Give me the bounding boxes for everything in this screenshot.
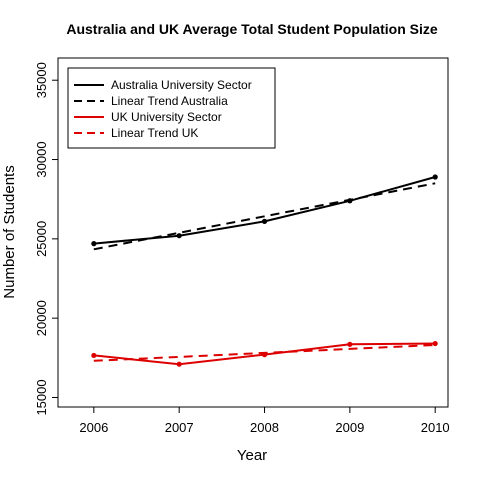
legend-label: Australia University Sector (111, 78, 252, 92)
legend: Australia University Sector Linear Trend … (67, 67, 276, 149)
x-axis-label: Year (237, 447, 267, 464)
legend-label: Linear Trend Australia (111, 94, 228, 108)
chart-title: Australia and UK Average Total Student P… (66, 21, 438, 37)
data-point-uk-university-sector (432, 340, 438, 347)
data-point-australia-university-sector (176, 233, 182, 239)
x-tick-label: 2009 (335, 420, 364, 435)
y-axis-label: Number of Students (1, 165, 18, 298)
data-point-uk-university-sector (347, 341, 353, 347)
data-point-uk-university-sector (91, 352, 97, 359)
data-point-australia-university-sector (432, 174, 438, 180)
series-layer (91, 174, 438, 367)
y-tick-label: 35000 (34, 62, 49, 98)
y-tick-label: 30000 (34, 141, 49, 177)
y-tick-label: 20000 (34, 300, 49, 336)
legend-label: Linear Trend UK (111, 126, 198, 140)
x-tick-label: 2008 (250, 420, 279, 435)
plot-area (57, 57, 449, 408)
legend-label: UK University Sector (111, 110, 222, 124)
series-line-linear-trend-australia (93, 182, 436, 251)
y-axis: 15000 20000 25000 30000 35000 (34, 62, 58, 416)
x-axis: 2006 2007 2008 2009 2010 (79, 407, 450, 435)
data-point-australia-university-sector (91, 241, 97, 247)
data-point-australia-university-sector (261, 218, 268, 224)
data-point-uk-university-sector (176, 361, 182, 367)
series-line-australia-university-sector (93, 176, 436, 245)
y-tick-label: 15000 (34, 379, 49, 415)
series-line-linear-trend-uk (93, 344, 436, 362)
x-tick-label: 2006 (79, 420, 108, 435)
x-tick-label: 2010 (421, 420, 450, 435)
y-tick-label: 25000 (34, 221, 49, 257)
legend-box (67, 67, 276, 149)
x-tick-label: 2007 (165, 420, 194, 435)
